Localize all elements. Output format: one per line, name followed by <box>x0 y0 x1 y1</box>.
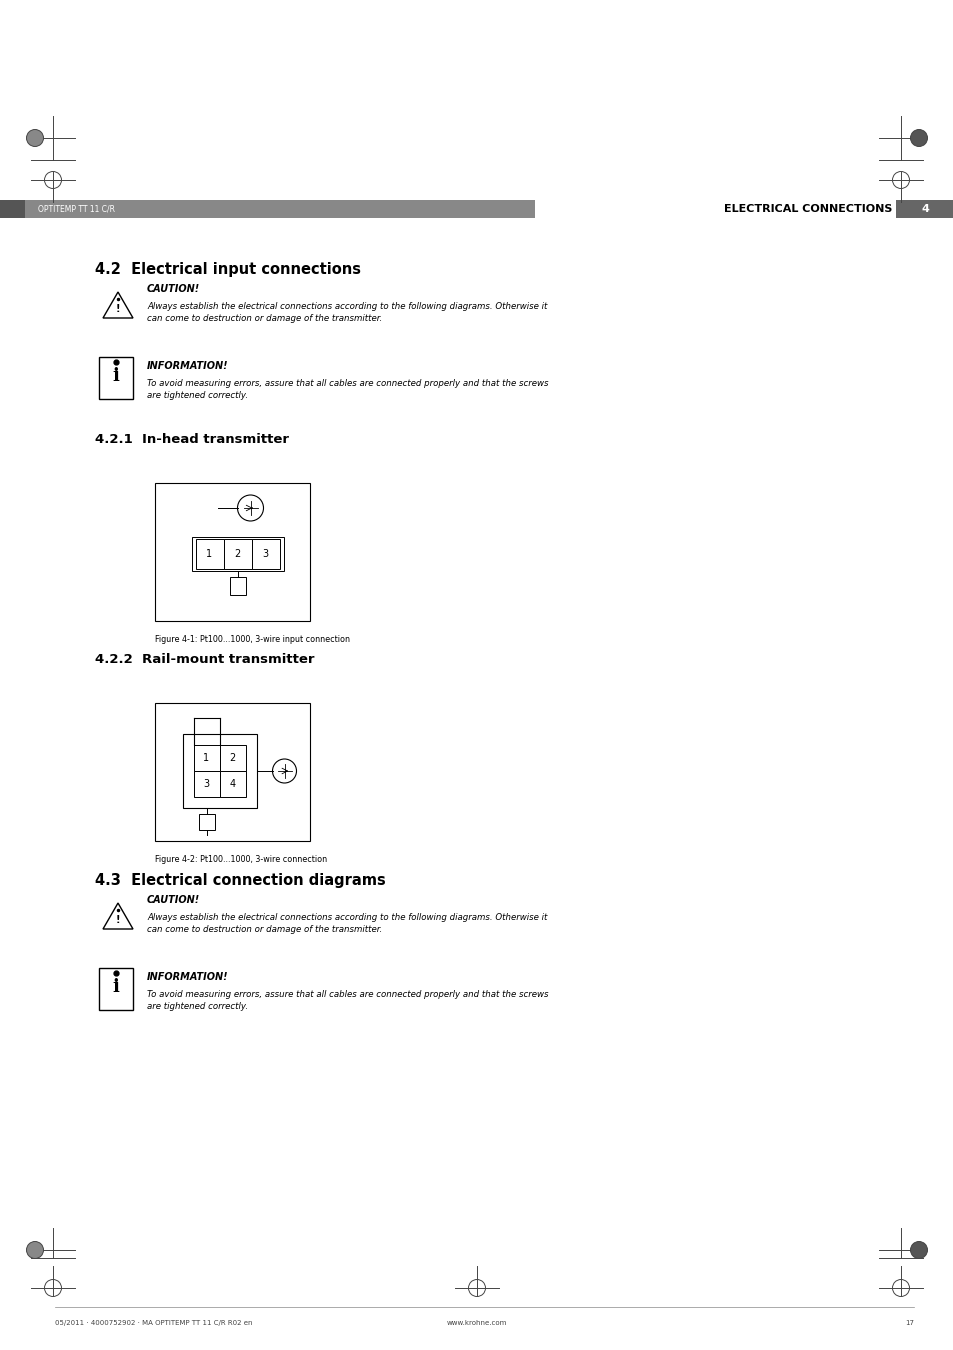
Circle shape <box>909 130 926 147</box>
Text: Always establish the electrical connections according to the following diagrams.: Always establish the electrical connecti… <box>147 913 547 934</box>
Bar <box>193 771 219 796</box>
Bar <box>192 537 283 571</box>
Circle shape <box>27 1242 44 1258</box>
Text: 05/2011 · 4000752902 · MA OPTITEMP TT 11 C/R R02 en: 05/2011 · 4000752902 · MA OPTITEMP TT 11… <box>55 1320 253 1326</box>
Text: 3: 3 <box>262 549 269 559</box>
Text: i: i <box>112 367 119 385</box>
Text: !: ! <box>115 304 120 315</box>
Bar <box>219 745 245 771</box>
Bar <box>223 539 252 568</box>
Text: CAUTION!: CAUTION! <box>147 895 200 905</box>
Bar <box>193 745 219 771</box>
Text: 17: 17 <box>904 1320 913 1326</box>
Bar <box>895 201 953 217</box>
Text: www.krohne.com: www.krohne.com <box>446 1320 507 1326</box>
Text: 1: 1 <box>206 549 213 559</box>
Text: ELECTRICAL CONNECTIONS: ELECTRICAL CONNECTIONS <box>723 204 891 215</box>
Text: INFORMATION!: INFORMATION! <box>147 360 229 371</box>
Text: To avoid measuring errors, assure that all cables are connected properly and tha: To avoid measuring errors, assure that a… <box>147 379 548 400</box>
Text: Figure 4-1: Pt100...1000, 3-wire input connection: Figure 4-1: Pt100...1000, 3-wire input c… <box>154 634 350 644</box>
Bar <box>154 483 310 621</box>
Text: i: i <box>112 977 119 996</box>
Text: 1: 1 <box>203 753 210 763</box>
Text: Figure 4-2: Pt100...1000, 3-wire connection: Figure 4-2: Pt100...1000, 3-wire connect… <box>154 855 327 864</box>
Bar <box>219 771 245 796</box>
Bar <box>99 356 132 400</box>
Text: 4.2  Electrical input connections: 4.2 Electrical input connections <box>95 262 360 277</box>
Text: 4: 4 <box>230 779 235 788</box>
Text: To avoid measuring errors, assure that all cables are connected properly and tha: To avoid measuring errors, assure that a… <box>147 990 548 1011</box>
Bar <box>182 734 256 809</box>
Bar <box>252 539 279 568</box>
Text: OPTITEMP TT 11 C/R: OPTITEMP TT 11 C/R <box>38 205 115 213</box>
Text: Always establish the electrical connections according to the following diagrams.: Always establish the electrical connecti… <box>147 302 547 323</box>
Circle shape <box>909 1242 926 1258</box>
Circle shape <box>27 130 44 147</box>
Bar <box>25 201 535 217</box>
Text: CAUTION!: CAUTION! <box>147 284 200 294</box>
Text: 4.2.2  Rail-mount transmitter: 4.2.2 Rail-mount transmitter <box>95 653 314 666</box>
Text: 2: 2 <box>229 753 235 763</box>
Bar <box>230 576 245 595</box>
Text: 4: 4 <box>920 204 928 215</box>
Bar <box>99 968 132 1010</box>
Text: 2: 2 <box>234 549 240 559</box>
Text: INFORMATION!: INFORMATION! <box>147 972 229 981</box>
Bar <box>198 814 214 830</box>
Bar <box>195 539 223 568</box>
Bar <box>154 703 310 841</box>
Bar <box>0 201 25 217</box>
Text: 4.3  Electrical connection diagrams: 4.3 Electrical connection diagrams <box>95 873 385 888</box>
Text: 3: 3 <box>203 779 210 788</box>
Text: !: ! <box>115 915 120 925</box>
Text: 4.2.1  In-head transmitter: 4.2.1 In-head transmitter <box>95 433 289 446</box>
